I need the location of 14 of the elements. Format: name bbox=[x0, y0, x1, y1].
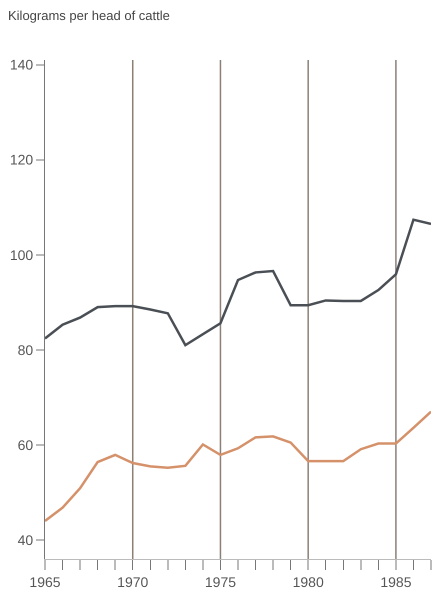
x-tick-label: 1975 bbox=[204, 574, 236, 590]
y-tick-label: 40 bbox=[18, 532, 34, 548]
x-tick-label: 1970 bbox=[117, 574, 149, 590]
y-tick-label: 80 bbox=[18, 342, 34, 358]
line-series bbox=[45, 218, 431, 346]
y-tick-label: 140 bbox=[10, 56, 34, 73]
y-tick-label: 60 bbox=[18, 436, 34, 453]
y-tick-label: 100 bbox=[10, 246, 34, 263]
x-tick-label: 1980 bbox=[292, 574, 324, 590]
line-series bbox=[45, 410, 431, 522]
x-tick-label: 1965 bbox=[29, 574, 61, 590]
y-tick-label: 120 bbox=[10, 152, 34, 168]
x-tick-label: 1985 bbox=[380, 574, 412, 590]
y-axis-title: Kilograms per head of cattle bbox=[8, 8, 170, 23]
